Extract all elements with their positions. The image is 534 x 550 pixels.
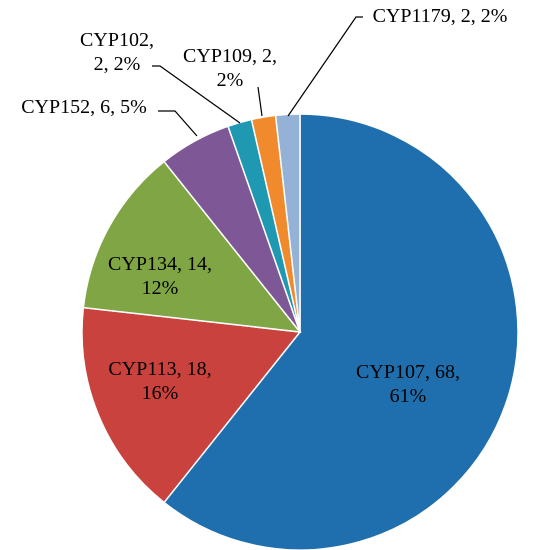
label-cyp113: CYP113, 18, 16% <box>108 358 211 404</box>
leader-line-cyp152 <box>158 110 198 137</box>
leader-lines <box>152 16 363 137</box>
slice-cyp113 <box>81 306 302 504</box>
slice-labels: CYP107, 68, 61% CYP113, 18, 16% CYP134, 14, 1… <box>21 5 507 407</box>
slice-cyp107 <box>163 113 519 550</box>
label-cyp134: CYP134, 14, 12% <box>108 253 212 299</box>
label-cyp107: CYP107, 68, 61% <box>356 361 460 407</box>
leader-line-cyp109 <box>257 86 263 117</box>
leader-line-cyp102 <box>152 65 241 124</box>
label-cyp109: CYP109, 2, 2% <box>183 45 277 91</box>
slice-cyp134 <box>82 160 302 333</box>
pie-slices <box>81 113 519 550</box>
slice-cyp1179 <box>274 113 301 333</box>
label-cyp1179: CYP1179, 2, 2% <box>373 5 508 27</box>
leader-line-cyp1179 <box>287 16 363 117</box>
label-cyp102: CYP102, 2, 2% <box>80 29 154 75</box>
label-cyp152: CYP152, 6, 5% <box>21 96 147 118</box>
